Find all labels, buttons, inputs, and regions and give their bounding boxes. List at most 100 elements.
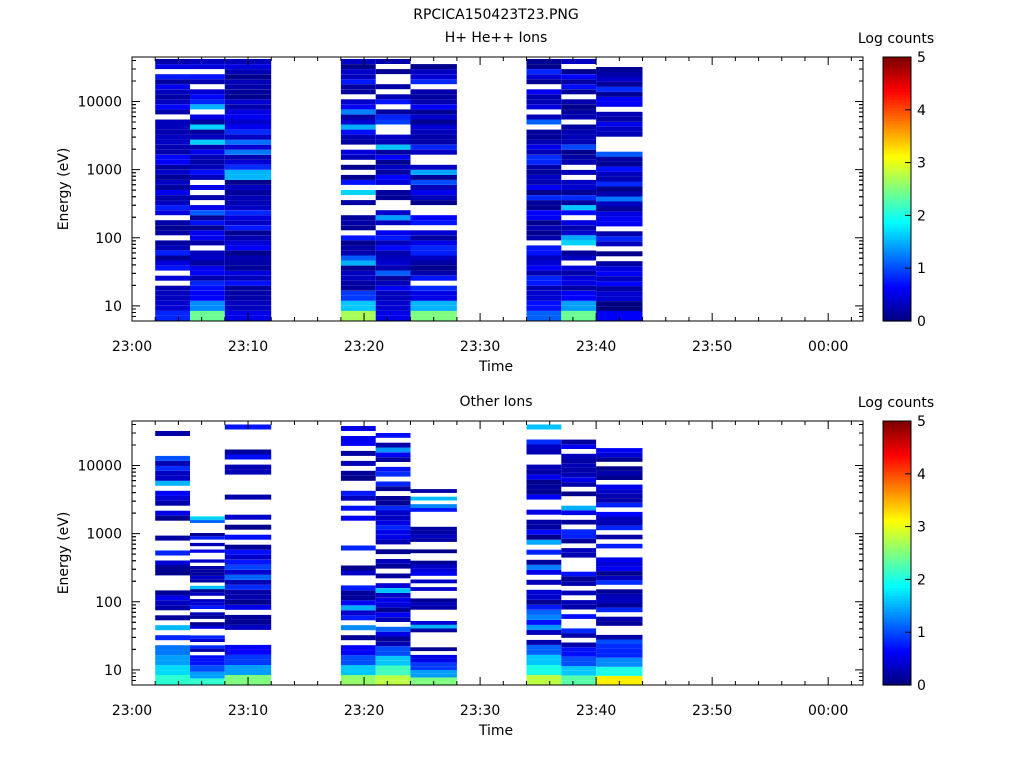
colorbar-segment (883, 436, 911, 441)
energy-bin-cell (526, 439, 562, 445)
energy-bin-cell (561, 74, 597, 80)
colorbar-segment (883, 162, 911, 166)
energy-bin-cell (190, 612, 225, 616)
energy-bin-cell (340, 79, 376, 85)
colorbar-segment (883, 128, 911, 132)
energy-bin-cell (340, 310, 376, 316)
colorbar-segment (883, 305, 911, 309)
energy-bin-cell (190, 638, 225, 642)
energy-bin-cell (410, 99, 457, 105)
energy-bin-cell (340, 545, 376, 551)
energy-bin-cell (561, 534, 597, 539)
energy-bin-cell (596, 296, 643, 302)
energy-bin-cell (410, 64, 457, 70)
energy-bin-cell (410, 285, 457, 291)
energy-bin-cell (190, 572, 225, 576)
energy-bin-cell (155, 460, 190, 466)
colorbar-segment (883, 307, 911, 312)
energy-bin-cell (190, 59, 225, 64)
energy-bin-cell (526, 144, 562, 150)
energy-bin-cell (155, 134, 190, 140)
colorbar-segment (883, 439, 911, 443)
colorbar-segment (883, 268, 911, 272)
colorbar-segment (883, 302, 911, 306)
energy-bin-cell (340, 680, 376, 685)
energy-bin-cell (596, 76, 643, 82)
energy-bin-cell (224, 200, 272, 206)
energy-bin-cell (375, 452, 411, 458)
energy-bin-cell (375, 655, 411, 661)
x-tick-label: 23:50 (692, 703, 732, 719)
energy-bin-cell (224, 114, 272, 120)
energy-bin-cell (375, 134, 411, 140)
energy-bin-cell (596, 657, 643, 663)
energy-bin-cell (596, 511, 643, 517)
energy-bin-cell (155, 220, 190, 226)
colorbar-segment (883, 313, 911, 317)
energy-bin-cell (410, 564, 457, 569)
energy-bin-cell (596, 671, 643, 676)
colorbar-segment (883, 621, 911, 625)
energy-bin-cell (596, 607, 643, 613)
colorbar: 0 1 2 3 4 5 (882, 50, 926, 330)
energy-bin-cell (410, 74, 457, 80)
energy-bin-cell (596, 196, 643, 202)
energy-bin-cell (526, 119, 562, 125)
energy-bin-cell (410, 526, 457, 531)
energy-bin-cell (410, 235, 457, 241)
energy-bin-cell (224, 79, 272, 85)
energy-bin-cell (596, 644, 643, 649)
energy-bin-cell (190, 149, 225, 155)
energy-bin-cell (190, 678, 225, 682)
energy-bin-cell (190, 625, 225, 629)
energy-bin-cell (596, 221, 643, 227)
energy-bin-cell (340, 436, 376, 441)
energy-bin-cell (410, 119, 457, 125)
energy-bin-cell (526, 205, 562, 211)
colorbar-segment (883, 434, 911, 438)
colorbar-segment (883, 262, 911, 267)
energy-bin-cell (561, 600, 597, 605)
energy-bin-cell (561, 491, 597, 497)
colorbar-segment (883, 571, 911, 575)
energy-bin-cell (410, 598, 457, 603)
energy-bin-cell (596, 236, 643, 242)
colorbar-segment (883, 616, 911, 620)
energy-bin-cell (155, 139, 190, 145)
energy-bin-cell (340, 164, 376, 170)
energy-bin-cell (375, 154, 411, 160)
energy-bin-cell (561, 444, 597, 449)
energy-bin-cell (340, 129, 376, 135)
energy-bin-cell (526, 134, 562, 140)
energy-bin-cell (224, 494, 272, 500)
colorbar-segment (883, 225, 911, 230)
colorbar-segment (883, 115, 911, 119)
energy-bin-cell (224, 119, 272, 125)
energy-bin-cell (155, 595, 190, 601)
time-column (340, 59, 376, 321)
energy-bin-cell (596, 81, 643, 87)
energy-bin-cell (375, 190, 411, 195)
energy-bin-cell (375, 670, 411, 676)
x-tick-label: 23:00 (112, 703, 152, 719)
energy-bin-cell (526, 265, 562, 271)
energy-bin-cell (410, 275, 457, 281)
energy-bin-cell (155, 74, 190, 80)
energy-bin-cell (526, 489, 562, 495)
energy-bin-cell (526, 639, 562, 645)
energy-bin-cell (561, 159, 597, 165)
energy-bin-cell (340, 460, 376, 466)
colorbar-segment (883, 75, 911, 79)
energy-bin-cell (340, 585, 376, 591)
energy-bin-cell (526, 589, 562, 595)
y-tick-label: 1000 (86, 163, 122, 179)
y-tick-label: 1000 (86, 527, 122, 543)
colorbar: 0 1 2 3 4 5 (882, 414, 926, 694)
colorbar-segment (883, 473, 911, 478)
colorbar-segment (883, 547, 911, 551)
energy-bin-cell (410, 179, 457, 185)
energy-bin-cell (155, 675, 190, 680)
energy-bin-cell (340, 64, 376, 70)
energy-bin-cell (375, 641, 411, 647)
energy-bin-cell (375, 250, 411, 256)
